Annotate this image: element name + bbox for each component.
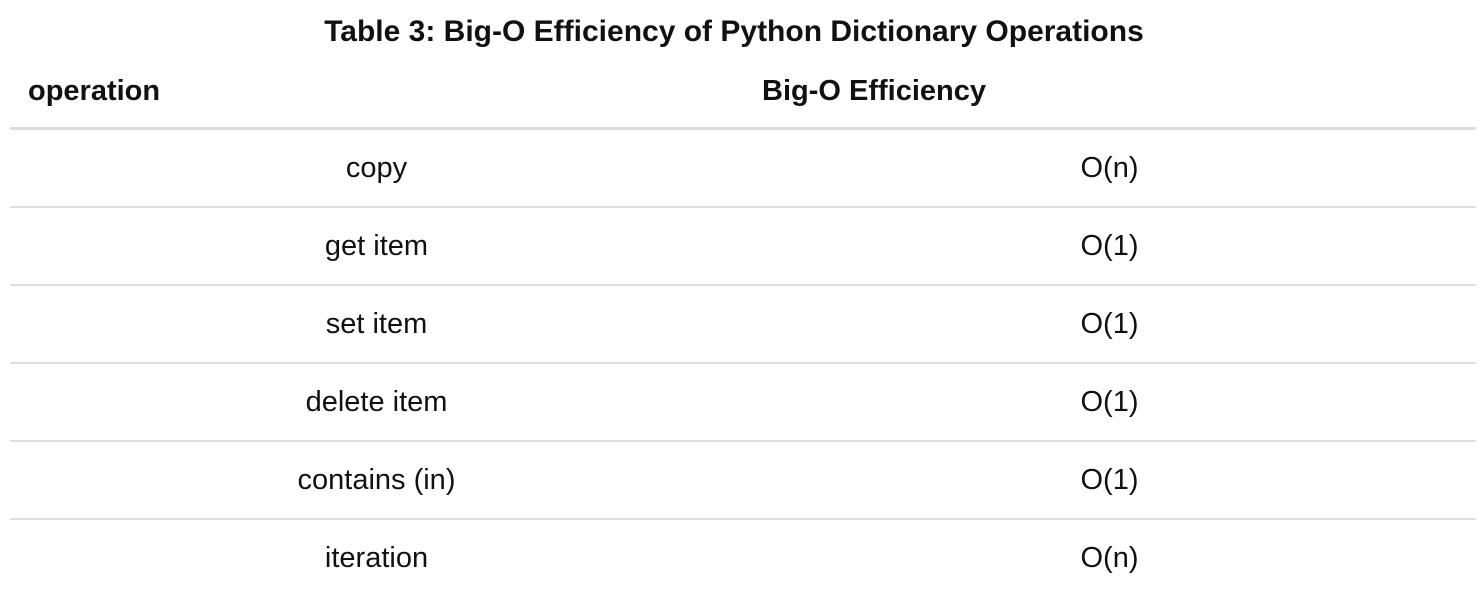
table-row: delete item O(1) — [10, 363, 1476, 442]
table-caption: Table 3: Big-O Efficiency of Python Dict… — [324, 15, 1144, 48]
cell-operation: copy — [10, 128, 743, 208]
cell-operation: contains (in) — [10, 441, 743, 520]
cell-efficiency: O(n) — [1080, 541, 1139, 574]
column-header-efficiency: Big-O Efficiency — [743, 55, 1476, 130]
table-body: copy O(n) get item O(1) set item O(1) de… — [10, 128, 1476, 597]
cell-operation: delete item — [10, 363, 743, 442]
header-row: operation Big-O Efficiency — [10, 55, 1476, 130]
table-row: iteration O(n) — [10, 519, 1476, 596]
table-row: copy O(n) — [10, 128, 1476, 208]
table-header: operation Big-O Efficiency — [10, 55, 1476, 130]
column-header-operation: operation — [10, 55, 743, 130]
big-o-table: operation Big-O Efficiency copy O(n) get… — [10, 55, 1476, 596]
cell-efficiency: O(1) — [743, 441, 1476, 520]
cell-efficiency: O(1) — [743, 207, 1476, 286]
cell-efficiency: O(1) — [743, 285, 1476, 364]
cell-efficiency: O(1) — [743, 363, 1476, 442]
cell-operation: get item — [10, 207, 743, 286]
cell-operation: iteration — [324, 541, 429, 574]
cell-efficiency: O(n) — [743, 128, 1476, 208]
table-row: get item O(1) — [10, 207, 1476, 286]
cell-operation: set item — [10, 285, 743, 364]
table-row: contains (in) O(1) — [10, 441, 1476, 520]
table-row: set item O(1) — [10, 285, 1476, 364]
